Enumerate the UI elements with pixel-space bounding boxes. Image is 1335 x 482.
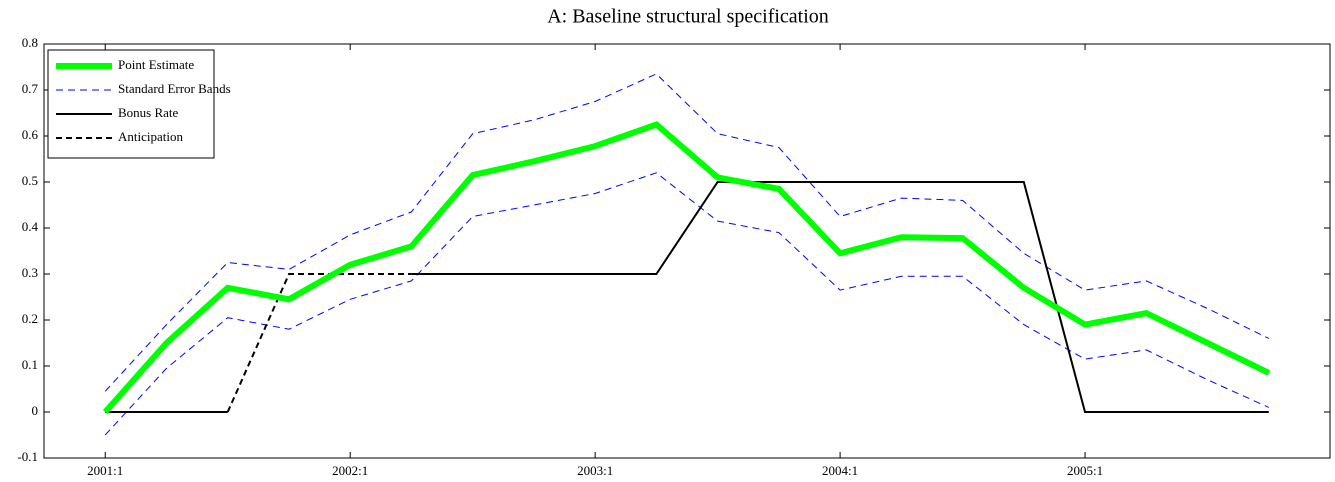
x-tick-label: 2004:1 (822, 463, 858, 478)
legend-label: Bonus Rate (118, 105, 179, 120)
series-line (226, 273, 412, 413)
y-tick-label: 0.1 (22, 357, 38, 372)
legend-label: Point Estimate (118, 57, 194, 72)
y-tick-label: 0.6 (22, 127, 39, 142)
y-tick-label: 0.2 (22, 311, 38, 326)
legend-label: Anticipation (118, 129, 183, 144)
y-tick-label: 0.8 (22, 35, 38, 50)
chart-title: A: Baseline structural specification (547, 6, 829, 28)
series-line (104, 73, 1270, 392)
series-line (105, 181, 1269, 413)
y-tick-label: 0.7 (22, 81, 39, 96)
x-tick-label: 2005:1 (1067, 463, 1103, 478)
series-line (104, 172, 1270, 436)
x-tick-label: 2001:1 (87, 463, 123, 478)
x-tick-label: 2002:1 (332, 463, 368, 478)
y-tick-label: 0 (32, 403, 39, 418)
y-tick-label: 0.5 (22, 173, 38, 188)
y-tick-label: -0.1 (17, 449, 38, 464)
plot-area (43, 43, 1331, 459)
legend-label: Standard Error Bands (118, 81, 231, 96)
x-tick-label: 2003:1 (577, 463, 613, 478)
y-tick-label: 0.3 (22, 265, 38, 280)
y-tick-label: 0.4 (22, 219, 39, 234)
series-line (102, 121, 1271, 414)
